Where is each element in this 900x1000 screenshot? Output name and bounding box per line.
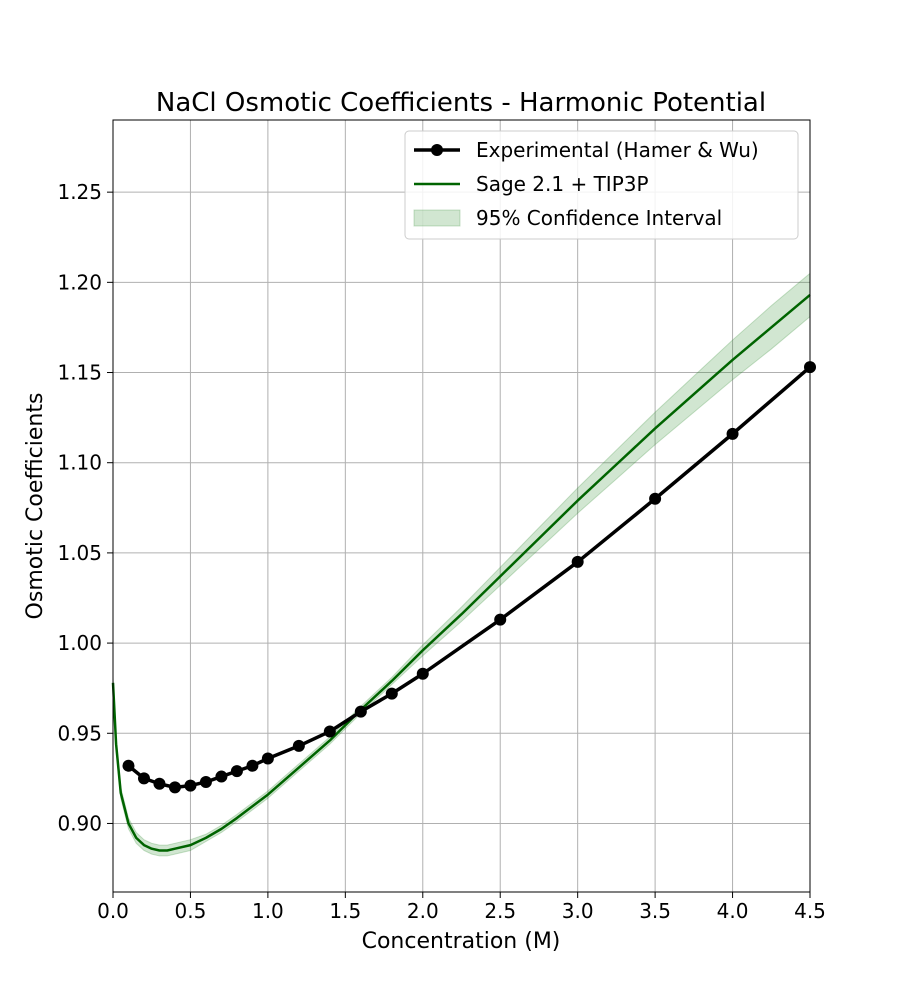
x-tick-label: 1.5 (329, 899, 361, 923)
x-tick-label: 4.0 (717, 899, 749, 923)
ticks: 0.0 0.5 1.0 1.5 2.0 2.5 3.0 3.5 4.0 4.5 0.90 0.95 1.… (57, 180, 825, 923)
y-tick-label: 1.10 (57, 451, 102, 475)
series-layer (111, 294, 816, 852)
x-tick-label: 0.0 (97, 899, 129, 923)
y-tick-label: 1.00 (57, 631, 102, 655)
plot-frame (112, 119, 811, 893)
data-point (571, 555, 584, 568)
x-axis-label: Concentration (M) (362, 929, 561, 954)
data-point (494, 613, 507, 626)
y-tick-label: 1.15 (57, 361, 102, 385)
y-tick-label: 0.90 (57, 811, 102, 835)
data-point (230, 765, 243, 778)
data-point (726, 427, 739, 440)
x-tick-label: 1.0 (252, 899, 284, 923)
data-point (323, 725, 336, 738)
data-point (184, 779, 197, 792)
y-tick-label: 0.95 (57, 721, 102, 745)
series-line (111, 294, 811, 852)
data-point (246, 759, 259, 772)
chart-title: NaCl Osmotic Coefficients - Harmonic Pot… (156, 88, 766, 118)
x-tick-label: 0.5 (175, 899, 207, 923)
y-tick-label: 1.05 (57, 541, 102, 565)
data-point (168, 781, 181, 794)
data-point (137, 772, 150, 785)
legend-label: Sage 2.1 + TIP3P (476, 172, 649, 196)
x-tick-label: 2.5 (484, 899, 516, 923)
legend-swatch-marker (431, 144, 443, 156)
x-tick-label: 3.0 (562, 899, 594, 923)
data-point (292, 739, 305, 752)
x-tick-label: 3.5 (639, 899, 671, 923)
data-point (122, 759, 135, 772)
x-tick-label: 2.0 (407, 899, 439, 923)
legend-label: 95% Confidence Interval (476, 206, 722, 230)
data-point (385, 687, 398, 700)
legend-label: Experimental (Hamer & Wu) (476, 138, 759, 162)
data-point (153, 777, 166, 790)
legend: Experimental (Hamer & Wu) Sage 2.1 + TIP3… (404, 130, 799, 240)
data-point (215, 770, 228, 783)
data-point (199, 775, 212, 788)
data-point (261, 752, 274, 765)
data-point (416, 667, 429, 680)
x-tick-label: 4.5 (794, 899, 826, 923)
y-tick-label: 1.20 (57, 270, 102, 294)
data-point (649, 492, 662, 505)
legend-swatch-patch (413, 209, 461, 227)
y-axis-label: Osmotic Coefficients (23, 393, 48, 620)
y-tick-label: 1.25 (57, 180, 102, 204)
legend-box (404, 130, 799, 240)
data-point (354, 705, 367, 718)
